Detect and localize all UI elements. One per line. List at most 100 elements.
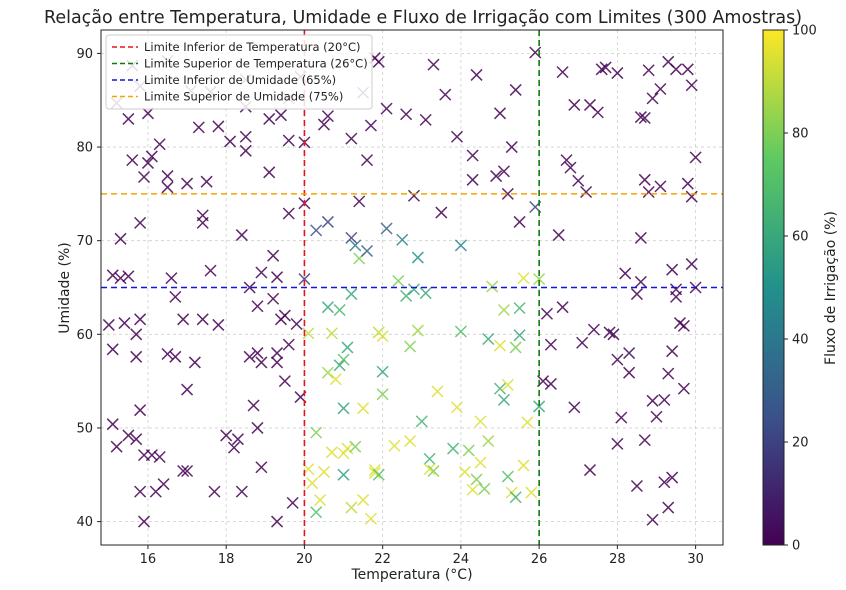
data-point [685,258,698,271]
data-point [689,151,702,164]
y-tick-label: 60 [76,328,93,343]
data-point [439,88,452,101]
data-point [642,64,655,77]
data-point [204,264,217,277]
data-point [666,471,679,484]
data-point [306,477,319,490]
colorbar-tick-label: 40 [792,333,809,348]
data-point [497,393,510,406]
data-point [157,478,170,491]
colorbar-tick-label: 100 [792,24,817,39]
data-point [341,442,354,455]
data-point [685,190,698,203]
data-point [400,108,413,121]
data-point [497,303,510,317]
data-point [517,459,530,472]
data-point [161,170,174,183]
data-point [247,399,260,412]
data-point [263,112,276,125]
data-point [501,470,514,483]
data-point [263,166,276,179]
data-point [544,338,557,351]
data-point [267,292,280,305]
data-point [357,494,370,507]
data-point [529,46,542,59]
data-point [501,378,514,391]
data-point [145,150,158,163]
data-point [360,154,374,167]
data-point [583,98,597,111]
data-point [243,350,256,363]
data-point [345,501,358,514]
data-point [376,330,389,343]
data-point [634,111,647,124]
data-point [212,120,225,133]
data-point [134,313,147,326]
data-point [501,187,514,200]
data-point [106,418,119,431]
data-point [380,102,393,115]
data-point [454,325,467,338]
data-point [196,209,209,222]
data-point [321,366,334,379]
legend-label: Limite Inferior de Umidade (65%) [144,73,336,87]
data-point [235,485,248,498]
data-point [634,275,647,288]
data-point [251,421,264,434]
legend-label: Limite Inferior de Temperatura (20°C) [144,40,361,54]
data-point [138,515,151,528]
data-point [165,272,178,285]
colorbar-tick-label: 20 [792,436,809,451]
data-point [646,513,659,526]
data-point [337,468,350,481]
data-point [404,340,417,353]
data-point [177,313,190,326]
data-point [490,170,503,183]
data-point [310,506,323,519]
data-point [423,452,436,465]
data-point [423,463,436,476]
data-point [333,359,346,372]
data-point [141,156,154,169]
data-point [345,288,358,301]
data-point [302,327,315,340]
data-point [411,251,424,264]
x-tick-label: 22 [374,552,391,567]
data-point [556,66,569,79]
data-point [552,229,565,242]
data-point [615,411,628,424]
data-point [658,393,671,406]
data-point [435,206,448,219]
data-point [122,112,135,125]
x-tick-label: 28 [609,552,626,567]
data-point [290,317,303,331]
data-point [466,173,479,186]
data-point [478,482,491,495]
data-point [122,429,135,442]
data-point [251,347,264,360]
data-point [130,350,143,363]
data-point [188,356,201,369]
data-point [282,338,295,351]
data-point [619,267,632,280]
data-point [599,61,612,74]
data-point [470,68,483,81]
data-point [611,67,624,80]
data-point [286,496,299,509]
data-point [134,404,147,417]
data-point [583,464,597,477]
data-point [623,366,636,379]
data-point [509,341,522,354]
data-point [564,161,577,174]
data-point [278,309,291,322]
data-point [466,483,479,496]
data-point [376,365,389,378]
data-point [317,465,331,478]
data-point [595,63,608,76]
data-point [239,130,252,143]
legend-label: Limite Superior de Temperatura (26°C) [144,57,368,71]
data-point [533,400,546,413]
data-point [662,55,675,68]
data-point [572,174,585,187]
data-point [321,301,334,314]
